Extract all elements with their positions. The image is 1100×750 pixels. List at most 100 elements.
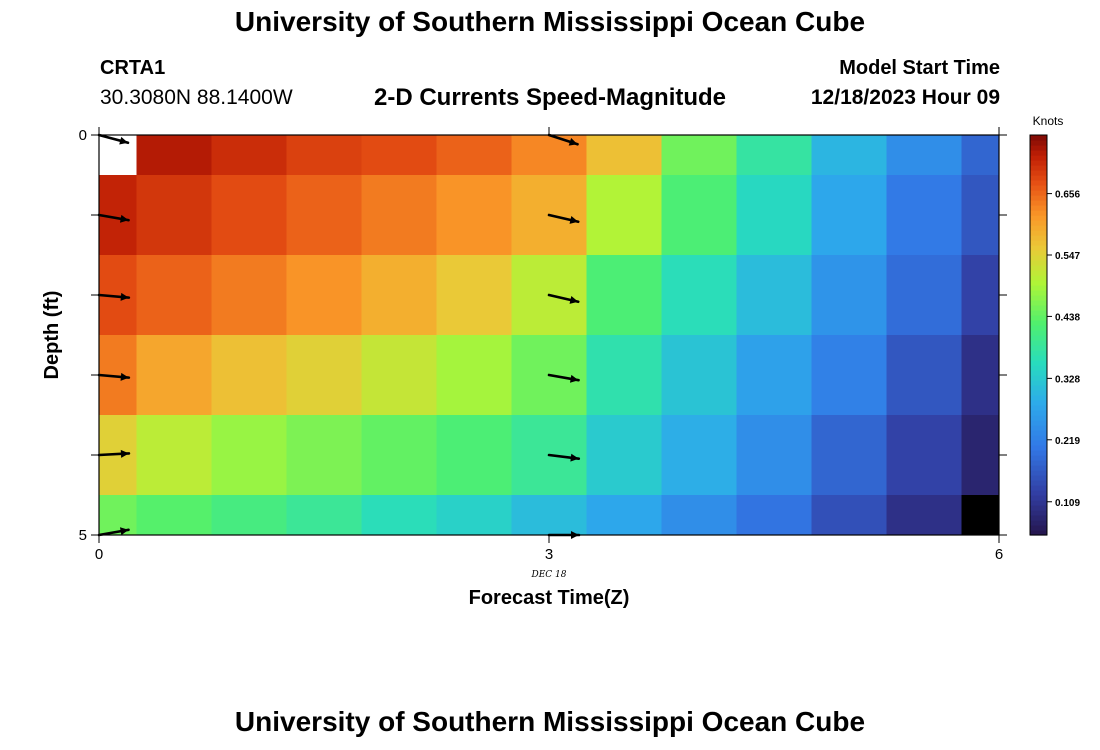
current-vector <box>547 373 580 383</box>
colorbar-segment <box>1030 190 1047 196</box>
colorbar-unit-label: Knots <box>1033 114 1064 128</box>
heatmap-cell <box>436 335 512 416</box>
colorbar-segment <box>1030 180 1047 186</box>
heatmap-cell <box>886 335 962 416</box>
colorbar-segment <box>1030 415 1047 421</box>
heatmap-cell <box>361 175 437 256</box>
heatmap-cell <box>586 135 662 176</box>
heatmap-cell <box>286 495 362 536</box>
colorbar-segment <box>1030 225 1047 231</box>
colorbar-segment <box>1030 420 1047 426</box>
colorbar-segment <box>1030 435 1047 441</box>
colorbar-segment <box>1030 300 1047 306</box>
heatmap-cell <box>361 255 437 336</box>
heatmap-cell <box>961 335 1000 416</box>
heatmap-cell <box>211 135 287 176</box>
heatmap-cell <box>286 135 362 176</box>
current-vector <box>97 213 130 223</box>
colorbar-segment <box>1030 485 1047 491</box>
heatmap-cell <box>811 255 887 336</box>
colorbar-segment <box>1030 390 1047 396</box>
heatmap-cell <box>436 255 512 336</box>
heatmap-cell <box>436 135 512 176</box>
colorbar-segment <box>1030 330 1047 336</box>
colorbar-segment <box>1030 240 1047 246</box>
colorbar-segment <box>1030 385 1047 391</box>
heatmap-cell <box>961 495 1000 536</box>
current-vector <box>97 449 131 458</box>
colorbar-segment <box>1030 275 1047 281</box>
colorbar-segment <box>1030 425 1047 431</box>
colorbar-segment <box>1030 440 1047 446</box>
colorbar-segment <box>1030 505 1047 511</box>
colorbar-segment <box>1030 250 1047 256</box>
heatmap-cell <box>136 335 212 416</box>
colorbar-segment <box>1030 175 1047 181</box>
y-axis-title: Depth (ft) <box>41 291 63 380</box>
colorbar-segment <box>1030 285 1047 291</box>
colorbar-tick-label: 0.219 <box>1055 436 1080 447</box>
heatmap-cell <box>211 255 287 336</box>
x-axis-title: Forecast Time(Z) <box>469 587 630 609</box>
heatmap-cell <box>361 495 437 536</box>
colorbar-segment <box>1030 465 1047 471</box>
colorbar-segment <box>1030 445 1047 451</box>
current-vector <box>547 133 579 146</box>
heatmap-cell <box>886 175 962 256</box>
heatmap-cell <box>886 415 962 496</box>
colorbar-segment <box>1030 315 1047 321</box>
colorbar-tick-label: 0.328 <box>1055 374 1080 385</box>
colorbar-segment <box>1030 200 1047 206</box>
colorbar-segment <box>1030 490 1047 496</box>
heatmap-cell <box>961 135 1000 176</box>
heatmap-cell <box>811 415 887 496</box>
current-vector <box>97 292 131 301</box>
heatmap-cell <box>211 415 287 496</box>
heatmap-cell <box>286 255 362 336</box>
colorbar-segment <box>1030 430 1047 436</box>
heatmap-cell <box>586 335 662 416</box>
heatmap-cell <box>361 335 437 416</box>
heatmap-cell <box>811 495 887 536</box>
colorbar-segment <box>1030 165 1047 171</box>
colorbar-segment <box>1030 155 1047 161</box>
colorbar-segment <box>1030 350 1047 356</box>
heatmap-cell <box>511 495 587 536</box>
colorbar-segment <box>1030 475 1047 481</box>
heatmap-cell <box>961 415 1000 496</box>
axis-ticks: 0 3 605 <box>79 127 1007 563</box>
heatmap-cell <box>211 495 287 536</box>
heatmap-cell <box>99 135 137 176</box>
heatmap-cell <box>511 135 587 176</box>
colorbar-segment <box>1030 470 1047 476</box>
colorbar-segment <box>1030 280 1047 286</box>
colorbar-segment <box>1030 395 1047 401</box>
colorbar-segment <box>1030 500 1047 506</box>
current-vector <box>547 453 581 462</box>
heatmap-cell <box>736 175 812 256</box>
heatmap-cell <box>736 335 812 416</box>
colorbar-segment <box>1030 145 1047 151</box>
colorbar-segment <box>1030 375 1047 381</box>
colorbar-segment <box>1030 210 1047 216</box>
x-tick-label: 0 <box>95 546 103 563</box>
heatmap-cell <box>661 335 737 416</box>
heatmap-cell <box>586 175 662 256</box>
colorbar-segment <box>1030 460 1047 466</box>
colorbar-segment <box>1030 510 1047 516</box>
model-start-time: 12/18/2023 Hour 09 <box>810 86 1000 109</box>
colorbar-segment <box>1030 345 1047 351</box>
colorbar-tick-label: 0.547 <box>1055 251 1080 262</box>
heatmap-cell <box>661 495 737 536</box>
colorbar-segment <box>1030 450 1047 456</box>
colorbar-segment <box>1030 530 1047 536</box>
colorbar-segment <box>1030 355 1047 361</box>
heatmap-cell <box>961 175 1000 256</box>
colorbar-segment <box>1030 290 1047 296</box>
heatmap-cell <box>811 175 887 256</box>
footer-title: University of Southern Mississippi Ocean… <box>234 706 866 737</box>
colorbar-segment <box>1030 255 1047 261</box>
colorbar-segment <box>1030 220 1047 226</box>
colorbar-tick-label: 0.438 <box>1055 312 1080 323</box>
